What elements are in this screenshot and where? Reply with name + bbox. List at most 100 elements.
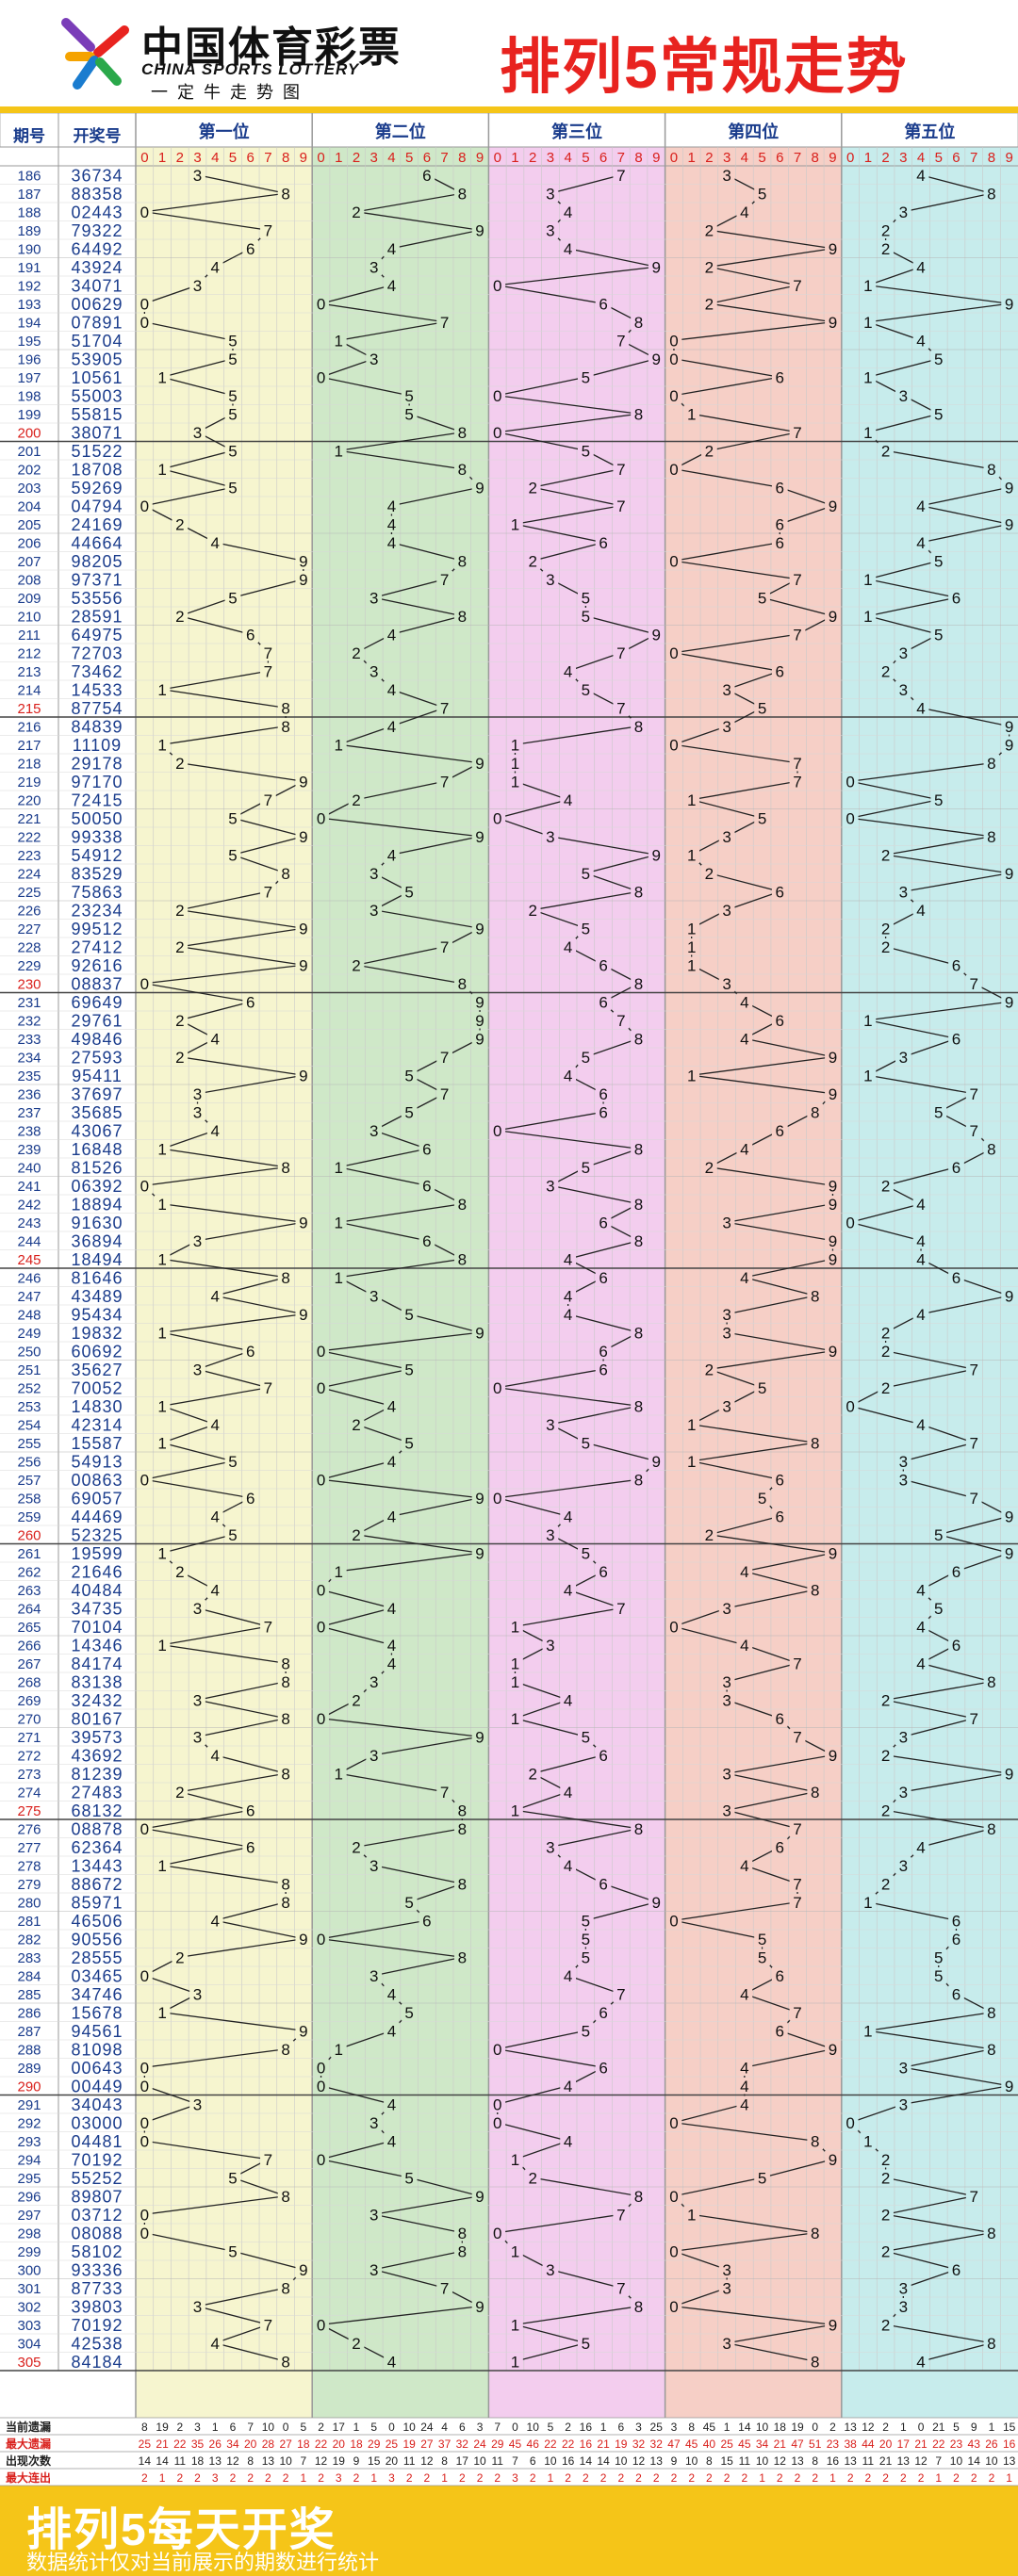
draw-number: 89807: [71, 2188, 123, 2207]
trend-point-bg: [348, 956, 365, 973]
trend-point: 6: [952, 1563, 961, 1581]
trend-point: 6: [599, 2004, 607, 2022]
trend-point-bg: [948, 1931, 964, 1948]
stats-label: 最大遗漏: [6, 2437, 51, 2451]
draw-number: 44469: [71, 1508, 123, 1526]
trend-point: 1: [511, 1710, 519, 1728]
stats-value: 18: [297, 2437, 310, 2451]
trend-point: 1: [157, 1434, 166, 1452]
trend-point-bg: [453, 1820, 470, 1837]
trend-point: 0: [140, 295, 149, 313]
stats-value: 10: [473, 2454, 486, 2468]
trend-point-bg: [277, 1159, 294, 1176]
trend-point-bg: [453, 1875, 470, 1892]
trend-point-bg: [313, 2059, 329, 2076]
trend-point-bg: [878, 938, 894, 955]
trend-point: 7: [793, 626, 801, 644]
stats-value: 34: [756, 2437, 769, 2451]
digit-header: 8: [634, 150, 642, 166]
trend-point: 3: [546, 1177, 554, 1195]
trend-point-bg: [453, 1250, 470, 1267]
trend-point: 4: [211, 534, 220, 552]
trend-point-bg: [718, 1324, 735, 1341]
stats-value: 3: [671, 2421, 678, 2434]
trend-point-bg: [736, 2059, 753, 2076]
trend-point-bg: [507, 2242, 523, 2259]
trend-point-bg: [595, 1214, 612, 1231]
trend-point: 6: [952, 1637, 961, 1655]
trend-point-bg: [842, 1397, 859, 1414]
trend-point-bg: [578, 2335, 594, 2352]
trend-point-bg: [825, 1343, 841, 1360]
trend-point-bg: [578, 2022, 594, 2039]
trend-point-bg: [242, 240, 259, 257]
stats-value: 21: [774, 2437, 787, 2451]
draw-period: 227: [17, 921, 41, 937]
trend-point: 7: [969, 975, 977, 993]
trend-point: 4: [916, 1618, 925, 1636]
trend-point-bg: [648, 846, 665, 863]
trend-point-bg: [1001, 736, 1017, 753]
trend-point: 9: [475, 1012, 484, 1030]
draw-number: 69057: [71, 1490, 123, 1508]
draw-number: 37697: [71, 1085, 123, 1104]
stats-value: 2: [318, 2471, 324, 2485]
trend-point: 4: [740, 1857, 748, 1875]
trend-point: 2: [528, 552, 536, 570]
trend-point: 1: [687, 938, 696, 956]
stats-value: 20: [244, 2437, 257, 2451]
trend-point-bg: [507, 2316, 523, 2333]
trend-point-bg: [206, 1581, 223, 1598]
trend-point-bg: [453, 2242, 470, 2259]
digit-header: 2: [176, 150, 184, 166]
trend-point-bg: [912, 2353, 929, 2370]
draw-period: 189: [17, 223, 41, 239]
trend-point-bg: [560, 1691, 576, 1708]
trend-point-bg: [560, 1508, 576, 1524]
trend-point: 3: [369, 589, 378, 607]
trend-point-bg: [419, 1177, 435, 1194]
trend-point-bg: [912, 1838, 929, 1855]
trend-point: 3: [369, 902, 378, 920]
trend-point: 0: [140, 1177, 149, 1195]
trend-point: 4: [916, 534, 925, 552]
trend-point: 9: [299, 1931, 307, 1948]
draw-period: 247: [17, 1289, 41, 1305]
trend-point: 4: [387, 497, 396, 515]
trend-point: 6: [422, 1177, 431, 1195]
trend-point: 3: [899, 644, 908, 662]
draw-number: 98205: [71, 552, 123, 571]
trend-point: 8: [458, 1820, 467, 1838]
trend-point: 3: [899, 2095, 908, 2113]
trend-point: 6: [776, 368, 784, 386]
digit-header: 7: [264, 150, 271, 166]
stats-value: 2: [353, 2471, 360, 2485]
draw-period: 218: [17, 757, 41, 773]
trend-point: 8: [281, 2353, 289, 2371]
stats-value: 14: [597, 2454, 610, 2468]
trend-point-bg: [860, 277, 877, 294]
trend-point: 4: [916, 167, 925, 185]
trend-point: 3: [899, 1471, 908, 1489]
trend-point-bg: [965, 1434, 982, 1451]
trend-point: 5: [934, 1103, 943, 1121]
trend-point-bg: [242, 993, 259, 1010]
stats-value: 12: [315, 2454, 328, 2468]
trend-point: 5: [404, 1103, 413, 1121]
stats-value: 25: [386, 2437, 399, 2451]
trend-point-bg: [154, 2004, 171, 2021]
trend-point-bg: [912, 1416, 929, 1433]
trend-point: 7: [616, 1985, 625, 2003]
trend-point-bg: [436, 1085, 452, 1102]
trend-point-bg: [224, 479, 241, 496]
trend-point-bg: [489, 387, 506, 404]
draw-period: 193: [17, 297, 41, 313]
trend-point: 3: [369, 1967, 378, 1985]
brand-subtitle: 一定牛走势图: [151, 83, 309, 102]
trend-point: 0: [317, 2151, 325, 2169]
trend-point-bg: [206, 1287, 223, 1304]
trend-point-bg: [366, 1747, 383, 1764]
draw-period: 267: [17, 1656, 41, 1672]
trend-point-bg: [595, 1085, 612, 1102]
trend-point: 3: [369, 1673, 378, 1691]
